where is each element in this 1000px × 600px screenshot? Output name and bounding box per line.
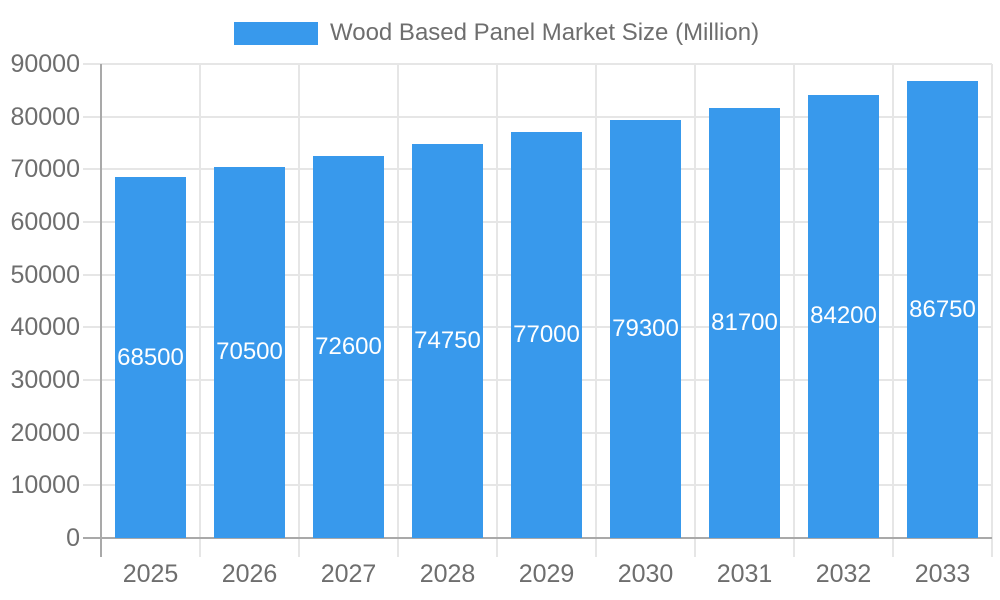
y-axis-label: 30000 [10,366,80,394]
gridline-vertical [793,64,795,557]
y-axis-tick [83,221,101,223]
y-axis-label: 80000 [10,102,80,131]
x-axis-label: 2027 [320,560,377,588]
bar[interactable]: 70500 [214,166,285,538]
x-axis-label: 2028 [419,560,476,588]
gridline-vertical [496,64,498,557]
legend-label: Wood Based Panel Market Size (Million) [330,19,760,46]
gridline-vertical [199,64,201,557]
bar[interactable]: 79300 [610,120,681,538]
bar-value-label: 84200 [810,302,877,330]
bar[interactable]: 74750 [412,144,483,538]
gridline-horizontal [101,63,992,65]
gridline-vertical [397,64,399,557]
x-axis-label: 2025 [122,560,179,588]
bar-value-label: 77000 [513,321,580,349]
bar[interactable]: 81700 [709,107,780,538]
y-axis-tick [83,326,101,329]
y-axis-label: 0 [66,524,80,552]
bar-value-label: 68500 [117,343,184,371]
x-axis-label: 2026 [221,560,278,588]
bar[interactable]: 77000 [511,132,582,538]
bar-value-label: 70500 [216,338,283,366]
x-axis-label: 2030 [617,560,674,588]
y-axis-tick [83,273,101,276]
bar[interactable]: 86750 [907,81,978,538]
x-axis-baseline [101,537,992,539]
bar-value-label: 74750 [414,327,481,355]
bar-value-label: 81700 [711,308,778,336]
y-axis-tick [83,115,101,118]
bar-value-label: 79300 [612,315,679,343]
y-axis-tick [83,63,101,65]
gridline-vertical [991,64,993,557]
y-axis-tick [83,537,101,539]
x-axis-label: 2029 [518,560,575,588]
y-axis-tick [83,484,101,487]
y-axis-label: 90000 [10,50,80,78]
bar-value-label: 86750 [909,295,976,323]
y-axis-tick [83,168,101,171]
bar[interactable]: 68500 [115,177,186,538]
gridline-horizontal [101,115,992,118]
gridline-vertical [595,64,597,557]
bar-value-label: 72600 [315,332,382,360]
bar[interactable]: 84200 [808,94,879,538]
x-axis-label: 2031 [716,560,773,588]
y-axis-label: 40000 [10,313,80,342]
y-axis-label: 20000 [10,418,80,447]
gridline-vertical [694,64,696,557]
y-axis-label: 60000 [10,208,80,236]
y-axis-line [100,64,102,557]
x-axis-label: 2032 [815,560,872,588]
legend-swatch [234,21,318,45]
y-axis-label: 10000 [10,471,80,500]
y-axis-tick [83,379,101,381]
gridline-vertical [298,64,300,557]
y-axis-label: 50000 [10,260,80,289]
gridline-vertical [892,64,894,557]
x-axis-label: 2033 [914,560,971,588]
y-axis-label: 70000 [10,155,80,184]
y-axis-tick [83,431,101,434]
legend: Wood Based Panel Market Size (Million) [234,19,759,47]
bar[interactable]: 72600 [313,155,384,538]
